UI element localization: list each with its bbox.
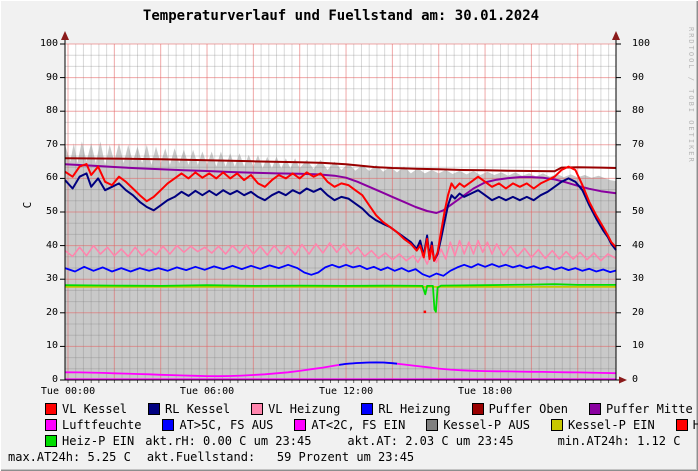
y-tick-label-right: 50 <box>632 206 645 217</box>
legend-item: AT<2C, FS EIN <box>294 418 405 432</box>
legend-swatch <box>471 403 484 415</box>
y-tick-label-left: 90 <box>45 71 58 83</box>
y-tick-label-left: 20 <box>45 306 58 318</box>
legend-row: Heiz-P EIN akt.rH: 0.00 C um 23:45 akt.AT:… <box>0 433 698 449</box>
legend-label: Kessel-P EIN <box>568 418 655 432</box>
legend-label: AT<2C, FS EIN <box>311 418 406 432</box>
y-tick-label-left: 60 <box>45 172 58 184</box>
legend-item: AT>5C, FS AUS <box>162 418 273 432</box>
legend-swatch <box>589 403 602 415</box>
puffer_mitte-line <box>64 163 617 214</box>
legend-label: RL Kessel <box>165 402 231 416</box>
y-tick-label-right: 80 <box>632 105 645 117</box>
heiz_p_ein-line <box>64 283 616 313</box>
y-tick-label-left: 80 <box>45 105 58 117</box>
y-tick-label-right: 70 <box>632 138 645 150</box>
legend-label: Heiz-P EIN <box>62 434 135 448</box>
legend-label: Luftfeuchte <box>62 418 142 432</box>
legend-item: Heiz-P EIN <box>45 434 134 448</box>
aussentemperatur-blue-segment <box>338 361 398 366</box>
x-tick-label: Tue 18:00 <box>457 386 513 397</box>
legend-item: VL Heizung <box>251 402 340 416</box>
legend-swatch <box>426 419 439 431</box>
legend-label: VL Kessel <box>62 402 128 416</box>
fuellstand_area-area <box>65 141 616 380</box>
rl_heizung-line <box>64 263 617 278</box>
y-axis-arrow-left <box>61 31 69 40</box>
puffer_oben-line <box>64 157 617 173</box>
legend-item: Puffer Oben <box>471 402 569 416</box>
legend-row: max.AT24h: 5.25 C akt.Fuellstand: 59 Proz… <box>0 449 698 465</box>
legend-row: Luftfeuchte AT>5C, FS AUS AT<2C, FS EIN Kes… <box>0 417 698 433</box>
vl_kessel-line <box>64 163 617 262</box>
legend-row: VL Kessel RL Kessel VL Heizung RL Heizung Pu… <box>0 401 698 417</box>
legend-label: akt.rH: 0.00 C um 23:45 <box>145 434 312 448</box>
legend-label: akt.Fuellstand: 59 Prozent um 23:45 <box>146 450 415 464</box>
y-tick-label-right: 10 <box>632 340 645 352</box>
y-tick-label-right: 40 <box>632 239 645 251</box>
vl_heizung-line <box>64 239 617 265</box>
legend-swatch <box>45 435 57 447</box>
legend-item: RL Heizung <box>361 402 451 416</box>
legend-text: max.AT24h: 5.25 C <box>8 450 131 464</box>
legend-item: Kessel-P EIN <box>551 418 655 432</box>
x-tick-label: Tue 00:00 <box>40 386 96 397</box>
y-tick-label-left: 50 <box>45 206 58 217</box>
legend-swatch <box>45 419 57 431</box>
legend-label: VL Heizung <box>268 402 341 416</box>
y-tick-label-left: 70 <box>45 138 58 150</box>
legend-swatch <box>294 419 307 431</box>
x-axis-arrow <box>619 376 627 384</box>
legend-label: RL Heizung <box>378 402 451 416</box>
y-tick-label-left: 100 <box>39 38 58 49</box>
rl_kessel-line <box>64 172 617 262</box>
legend-label: max.AT24h: 5.25 C <box>8 450 131 464</box>
legend-item: RL Kessel <box>148 402 230 416</box>
legend-text: min.AT24h: 1.12 C <box>558 434 681 448</box>
legend-swatch <box>675 419 688 431</box>
y-tick-label-right: 30 <box>632 273 645 285</box>
y-tick-label-right: 20 <box>632 306 645 318</box>
y-tick-label-right: 0 <box>632 374 639 385</box>
legend-label: akt.AT: 2.03 C um 23:45 <box>347 434 514 448</box>
legend-label: min.AT24h: 1.12 C <box>557 434 681 448</box>
legend-swatch <box>251 403 264 415</box>
legend-text: akt.AT: 2.03 C um 23:45 <box>347 434 513 448</box>
y-tick-label-left: 40 <box>45 239 58 251</box>
chart-title: Temperaturverlauf und Fuellstand am: 30.… <box>142 8 540 24</box>
legend-label: AT>5C, FS AUS <box>179 418 274 432</box>
legend-item: Luftfeuchte <box>45 418 141 432</box>
legend-swatch <box>551 419 564 431</box>
y-axis-arrow-right <box>612 31 620 40</box>
x-tick-label: Tue 06:00 <box>179 386 235 397</box>
legend-item: VL Kessel <box>45 402 127 416</box>
legend-label: Heiz-P AUS <box>692 418 698 432</box>
legend-label: Puffer Mitte <box>606 402 693 416</box>
legend-item: Puffer Mitte <box>589 402 693 416</box>
y-tick-label-left: 30 <box>45 273 58 285</box>
y-tick-label-left: 0 <box>51 374 58 385</box>
y-tick-label-right: 100 <box>632 38 651 49</box>
y-tick-label-right: 90 <box>632 71 645 83</box>
legend-label: Kessel-P AUS <box>443 418 531 432</box>
legend-swatch <box>148 403 161 415</box>
chart-legend: VL Kessel RL Kessel VL Heizung RL Heizung Pu… <box>0 401 698 465</box>
y-tick-label-right: 60 <box>632 172 645 184</box>
heiz_p_aus_marker <box>423 310 427 314</box>
rrdtool-watermark: RRDTOOL / TOBI OETIKER <box>687 27 695 164</box>
legend-label: Puffer Oben <box>488 402 569 416</box>
legend-swatch <box>361 403 374 415</box>
legend-text: akt.rH: 0.00 C um 23:45 <box>145 434 311 448</box>
legend-swatch <box>45 403 57 415</box>
legend-item: Kessel-P AUS <box>426 418 530 432</box>
legend-text: akt.Fuellstand: 59 Prozent um 23:45 <box>147 450 414 464</box>
legend-swatch <box>162 419 175 431</box>
x-tick-label: Tue 12:00 <box>318 386 374 397</box>
legend-item: Heiz-P AUS <box>675 418 698 432</box>
y-tick-label-left: 10 <box>45 340 58 352</box>
